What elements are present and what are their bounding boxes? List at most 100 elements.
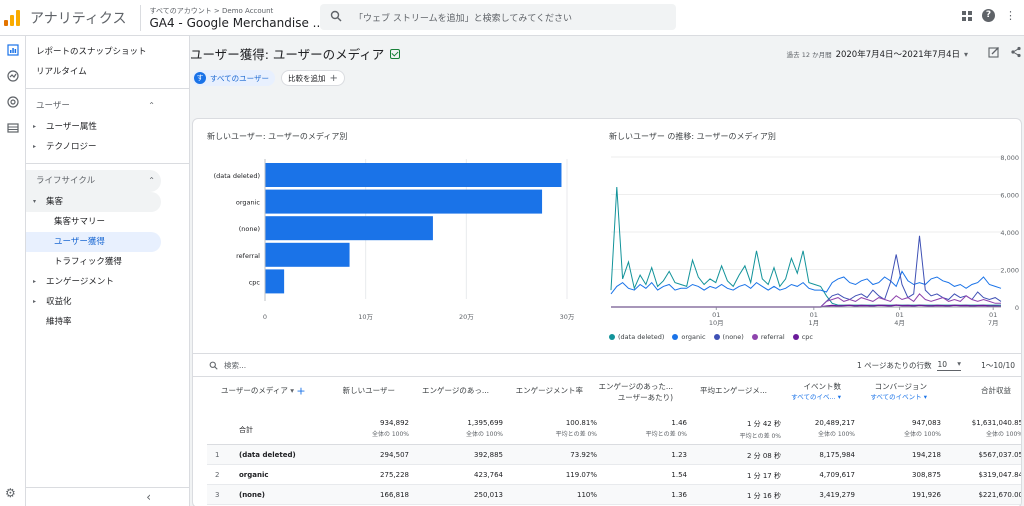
rows-per-page-select[interactable]: 10 [937,359,961,371]
more-vert-icon[interactable]: ⋮ [1005,8,1016,22]
events-filter[interactable]: すべてのイベ... ▾ [791,393,841,401]
explore-icon[interactable] [6,70,20,84]
row-index: 1 [215,451,220,459]
legend-item[interactable]: cpc [792,333,813,341]
total-conversions: 947,083 全体の 100% [904,419,941,438]
value: 20,489,217 [814,419,855,427]
col-header-revenue[interactable]: 合計収益 [981,386,1011,395]
segment-chip[interactable]: す すべてのユーザー [192,70,276,86]
item-label: 集客 [46,197,64,207]
bar-category-label: (none) [239,225,260,233]
account-picker[interactable]: すべてのアカウント > Demo Account GA4 - Google Me… [149,6,334,30]
sidebar-item-user-attributes[interactable]: ▸ ユーザー属性 [26,117,161,137]
col-header-engaged-per-user[interactable]: エンゲージのあった... ユーザーあたり) [598,381,673,403]
y-tick-label: 2,000 [1000,267,1019,275]
bar-category-label: cpc [249,278,261,286]
cell-revenue: $221,670.00 [978,491,1022,499]
x-tick-label: 10万 [358,313,373,321]
rows-per-page: 1 ページあたりの行数 10 [857,359,961,371]
bar-0 [265,163,562,187]
table-search[interactable]: 検索... [209,360,246,371]
date-range-prefix: 過去 12 か月間 [786,51,832,59]
dimension-header[interactable]: ユーザーのメディア ▾ + [221,385,306,397]
cell-engaged-sessions: 423,764 [474,471,503,479]
pct: 平均との差 0% [645,431,687,438]
chevron-up-icon: ⌃ [148,101,155,110]
table-header: ユーザーのメディア ▾ + 新しいユーザー エンゲージのあっ... エンゲージメ… [193,379,1021,411]
reports-icon[interactable] [6,44,20,58]
date-range-picker[interactable]: 過去 12 か月間 2020年7月4日～2021年7月4日 ▾ [786,48,968,61]
legend-label: organic [681,333,706,341]
series-line-1 [610,270,1002,295]
search-bar[interactable]: 「ウェブ ストリームを追加」と検索してみてください [320,4,676,30]
pct: 平均との差 0% [555,431,597,438]
property-name[interactable]: GA4 - Google Merchandise ...▾ [149,16,334,30]
cell-events: 3,419,279 [819,491,855,499]
share-icon[interactable] [1010,46,1022,61]
caret-right-icon: ▸ [33,298,37,305]
x-tick-label: 01 [712,311,720,319]
sidebar-item-acquisition-overview[interactable]: 集客サマリー [54,217,106,227]
table-total-row: 合計 934,892 全体の 100% 1,395,699 全体の 100% 100… [207,411,1021,445]
col-header-conversions[interactable]: コンバージョン すべてのイベント ▾ [870,381,927,403]
header-divider [140,4,142,31]
admin-gear-icon[interactable]: ⚙ [5,486,16,500]
analytics-logo-icon[interactable] [4,7,26,29]
caret-right-icon: ▸ [33,143,37,150]
series-line-0 [610,186,1001,306]
col-header-engagement-rate[interactable]: エンゲージメント率 [515,386,583,395]
bar-2 [265,216,433,241]
sidebar-section-lifecycle[interactable]: ライフサイクル ⌃ [26,170,161,192]
search-icon [330,10,342,25]
total-revenue: $1,631,040.85 全体の 100% [972,419,1021,438]
add-dimension-plus-icon[interactable]: + [296,384,306,398]
legend-item[interactable]: (none) [713,333,744,341]
item-label: エンゲージメント [46,277,114,287]
table-row[interactable]: 1 (data deleted) 294,507 392,885 73.92% 1.23 2… [207,445,1021,465]
cell-engaged-per-user: 1.23 [671,451,687,459]
table-row[interactable]: 3 (none) 166,818 250,013 110% 1.36 1 分 16 秒 3,4… [207,485,1022,505]
sidebar-item-monetization[interactable]: ▸ 収益化 [26,292,161,312]
pct: 全体の 100% [465,431,503,438]
cell-engaged-per-user: 1.54 [671,471,687,479]
sidebar-item-snapshot[interactable]: レポートのスナップショット [36,47,147,57]
legend-swatch [609,334,615,340]
collapse-chevron-icon[interactable]: ‹ [146,490,151,504]
col-header-engaged-sessions[interactable]: エンゲージのあっ... [421,386,489,395]
configure-list-icon[interactable] [6,122,20,136]
line-chart-title: 新しいユーザー の推移: ユーザーのメディア別 [609,132,776,141]
edit-report-icon[interactable] [988,46,1000,61]
legend-item[interactable]: organic [672,333,706,341]
sidebar-item-acquisition[interactable]: ▾ 集客 [26,192,161,212]
sidebar-divider [26,163,189,164]
sidebar-item-traffic-acquisition[interactable]: トラフィック獲得 [54,257,122,267]
apps-grid-icon[interactable] [962,10,972,21]
sidebar-divider [26,487,190,488]
section-label: ライフサイクル [36,176,96,186]
row-index: 2 [215,471,220,479]
segment-label: すべてのユーザー [210,73,270,83]
item-label: テクノロジー [46,142,97,152]
caret-right-icon: ▸ [33,278,37,285]
verified-check-icon[interactable] [390,48,401,59]
help-icon[interactable]: ? [982,9,995,22]
legend-item[interactable]: referral [751,333,785,341]
sidebar-item-engagement[interactable]: ▸ エンゲージメント [26,272,161,292]
add-comparison-button[interactable]: 比較を追加 + [281,70,345,86]
col-header-new-users[interactable]: 新しいユーザー [342,386,395,395]
legend-item[interactable]: (data deleted) [609,333,664,341]
sidebar-item-realtime[interactable]: リアルタイム [36,67,87,77]
page-title-text: ユーザー獲得: ユーザーのメディア [190,47,385,62]
sidebar-item-user-acquisition[interactable]: ユーザー獲得 [26,232,161,252]
y-tick-label: 4,000 [1000,229,1019,237]
header-line: イベント数 [803,382,842,391]
total-avg-engagement: 1 分 42 秒平均との差 0% [740,419,781,440]
sidebar-item-retention[interactable]: 維持率 [46,317,72,327]
sidebar-item-technology[interactable]: ▸ テクノロジー [26,137,161,157]
conversions-filter[interactable]: すべてのイベント ▾ [870,393,927,401]
col-header-events[interactable]: イベント数 すべてのイベ... ▾ [791,381,841,403]
col-header-avg-engagement[interactable]: 平均エンゲージメ... [699,386,767,395]
advertising-icon[interactable] [6,96,20,110]
table-row[interactable]: 2 organic 275,228 423,764 119.07% 1.54 1 分 17 … [207,465,1021,485]
sidebar-section-user[interactable]: ユーザー ⌃ [26,95,161,117]
